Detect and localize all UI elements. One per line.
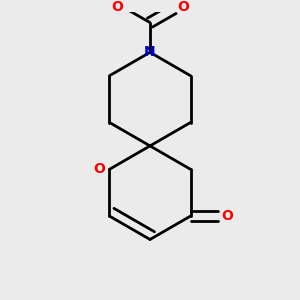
Text: O: O	[221, 209, 233, 223]
Text: O: O	[111, 1, 123, 14]
Text: N: N	[144, 45, 156, 59]
Text: O: O	[177, 1, 189, 14]
Text: O: O	[93, 162, 105, 176]
